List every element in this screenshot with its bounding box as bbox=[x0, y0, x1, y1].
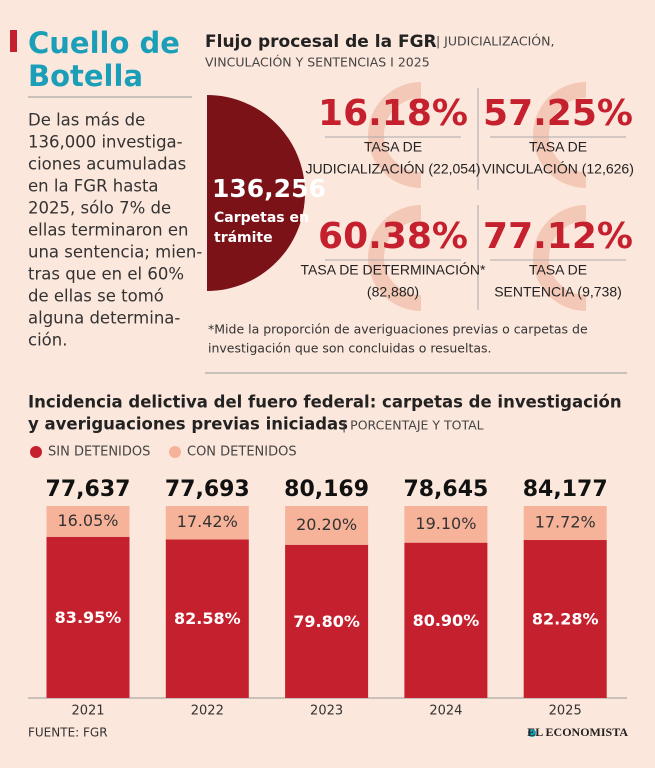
rate-label: (82,880) bbox=[367, 284, 419, 300]
value-label: 16.05% bbox=[57, 511, 118, 530]
total-label: 77,637 bbox=[46, 477, 131, 502]
total: 136,256 bbox=[212, 174, 326, 203]
bar-segment bbox=[46, 536, 130, 698]
total-label: 77,693 bbox=[165, 477, 250, 502]
bar-segment bbox=[404, 542, 488, 698]
chart-title: Incidencia delictiva del fuero federal: … bbox=[28, 393, 622, 412]
body-text: tras que en el 60% bbox=[28, 265, 184, 284]
bar-segment bbox=[165, 539, 249, 698]
note: *Mide la proporción de averiguaciones pr… bbox=[208, 322, 588, 337]
bar-segment bbox=[285, 544, 369, 698]
title: Botella bbox=[28, 59, 143, 93]
body-text: 2025, sólo 7% de bbox=[28, 199, 171, 218]
total-label: trámite bbox=[214, 230, 273, 246]
half-circle bbox=[207, 95, 305, 291]
section-subtitle: VINCULACIÓN Y SENTENCIAS I 2025 bbox=[205, 55, 430, 70]
chart-subtitle: | PORCENTAJE Y TOTAL bbox=[342, 418, 484, 433]
body-text: alguna determina- bbox=[28, 309, 180, 328]
bar-segment bbox=[46, 506, 130, 537]
x-tick-label: 2023 bbox=[310, 704, 343, 719]
body-text: en la FGR hasta bbox=[28, 177, 159, 196]
note: investigación que son concluidas o resue… bbox=[208, 341, 492, 356]
value-label: 80.90% bbox=[413, 611, 480, 630]
rate-label: TASA DE bbox=[529, 139, 587, 155]
rate-label: TASA DE bbox=[364, 139, 422, 155]
legend-swatch bbox=[169, 446, 181, 458]
decor-arc bbox=[533, 82, 587, 188]
value-label: 82.28% bbox=[532, 610, 599, 629]
brand: EL ECONOMISTA bbox=[527, 725, 628, 739]
bar-segment bbox=[285, 506, 369, 545]
x-tick-label: 2024 bbox=[429, 704, 462, 719]
rate-value: 16.18% bbox=[318, 93, 468, 134]
rate-label: SENTENCIA (9,738) bbox=[494, 284, 622, 300]
value-label: 19.10% bbox=[415, 514, 476, 533]
rate-label: TASA DE bbox=[529, 262, 587, 278]
body-text: ción. bbox=[28, 331, 67, 350]
x-tick-label: 2025 bbox=[549, 704, 582, 719]
rate-label: TASA DE DETERMINACIÓN* bbox=[301, 262, 486, 278]
value-label: 83.95% bbox=[55, 608, 122, 627]
decor-arc bbox=[368, 205, 422, 311]
bar-segment bbox=[523, 540, 607, 698]
section-title: Flujo procesal de la FGR bbox=[205, 32, 437, 52]
value-label: 82.58% bbox=[174, 609, 241, 628]
total-label: 78,645 bbox=[403, 477, 488, 502]
legend-swatch bbox=[30, 446, 42, 458]
section-subtitle: | JUDICIALIZACIÓN, bbox=[436, 34, 554, 49]
decor-arc bbox=[368, 82, 422, 188]
x-tick-label: 2021 bbox=[71, 704, 104, 719]
value-label: 79.80% bbox=[293, 612, 360, 631]
total-label: 84,177 bbox=[523, 477, 608, 502]
title: Cuello de bbox=[28, 26, 180, 60]
rate-value: 60.38% bbox=[318, 216, 468, 257]
chart-title: y averiguaciones previas iniciadas bbox=[28, 415, 348, 434]
value-label: 17.72% bbox=[535, 513, 596, 532]
bar-segment bbox=[165, 506, 249, 540]
bar-segment bbox=[404, 506, 488, 543]
rate-label: VINCULACIÓN (12,626) bbox=[482, 161, 634, 177]
body-text: ciones acumuladas bbox=[28, 155, 186, 174]
source: FUENTE: FGR bbox=[28, 726, 108, 740]
brand-icon bbox=[528, 729, 536, 737]
value-label: 20.20% bbox=[296, 515, 357, 534]
rate-value: 77.12% bbox=[483, 216, 633, 257]
accent bbox=[10, 30, 17, 52]
value-label: 17.42% bbox=[177, 512, 238, 531]
legend-label: CON DETENIDOS bbox=[187, 445, 297, 460]
x-tick-label: 2022 bbox=[191, 704, 224, 719]
legend-label: SIN DETENIDOS bbox=[48, 445, 150, 460]
decor-arc bbox=[533, 205, 587, 311]
bar-segment bbox=[523, 506, 607, 541]
body-text: De las más de bbox=[28, 111, 145, 130]
rate-value: 57.25% bbox=[483, 93, 633, 134]
total-label: Carpetas en bbox=[214, 210, 309, 226]
body-text: 136,000 investiga- bbox=[28, 133, 183, 152]
total-label: 80,169 bbox=[284, 477, 369, 502]
rate-label: JUDICIALIZACIÓN (22,054) bbox=[305, 161, 480, 177]
body-text: de ellas se tomó bbox=[28, 287, 164, 306]
body-text: ellas terminaron en bbox=[28, 221, 188, 240]
body-text: una sentencia; mien- bbox=[28, 243, 202, 262]
